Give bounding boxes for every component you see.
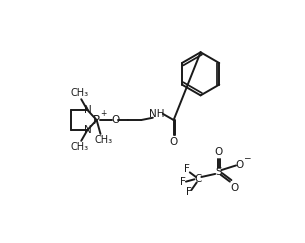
- Text: F: F: [184, 164, 190, 174]
- Text: CH₃: CH₃: [71, 142, 89, 152]
- Text: CH₃: CH₃: [71, 88, 89, 98]
- Text: +: +: [100, 109, 106, 118]
- Text: S: S: [215, 167, 222, 177]
- Text: CH₃: CH₃: [95, 135, 113, 145]
- Text: C: C: [195, 174, 202, 184]
- Text: F: F: [180, 177, 186, 187]
- Text: O: O: [170, 137, 178, 147]
- Text: O: O: [214, 147, 222, 157]
- Text: F: F: [186, 187, 192, 197]
- Text: O: O: [230, 183, 239, 193]
- Text: −: −: [243, 153, 250, 162]
- Text: N: N: [84, 125, 91, 135]
- Text: N: N: [84, 105, 91, 115]
- Text: O: O: [235, 160, 243, 170]
- Text: O: O: [111, 115, 119, 125]
- Text: P: P: [93, 113, 100, 127]
- Text: NH: NH: [149, 109, 164, 119]
